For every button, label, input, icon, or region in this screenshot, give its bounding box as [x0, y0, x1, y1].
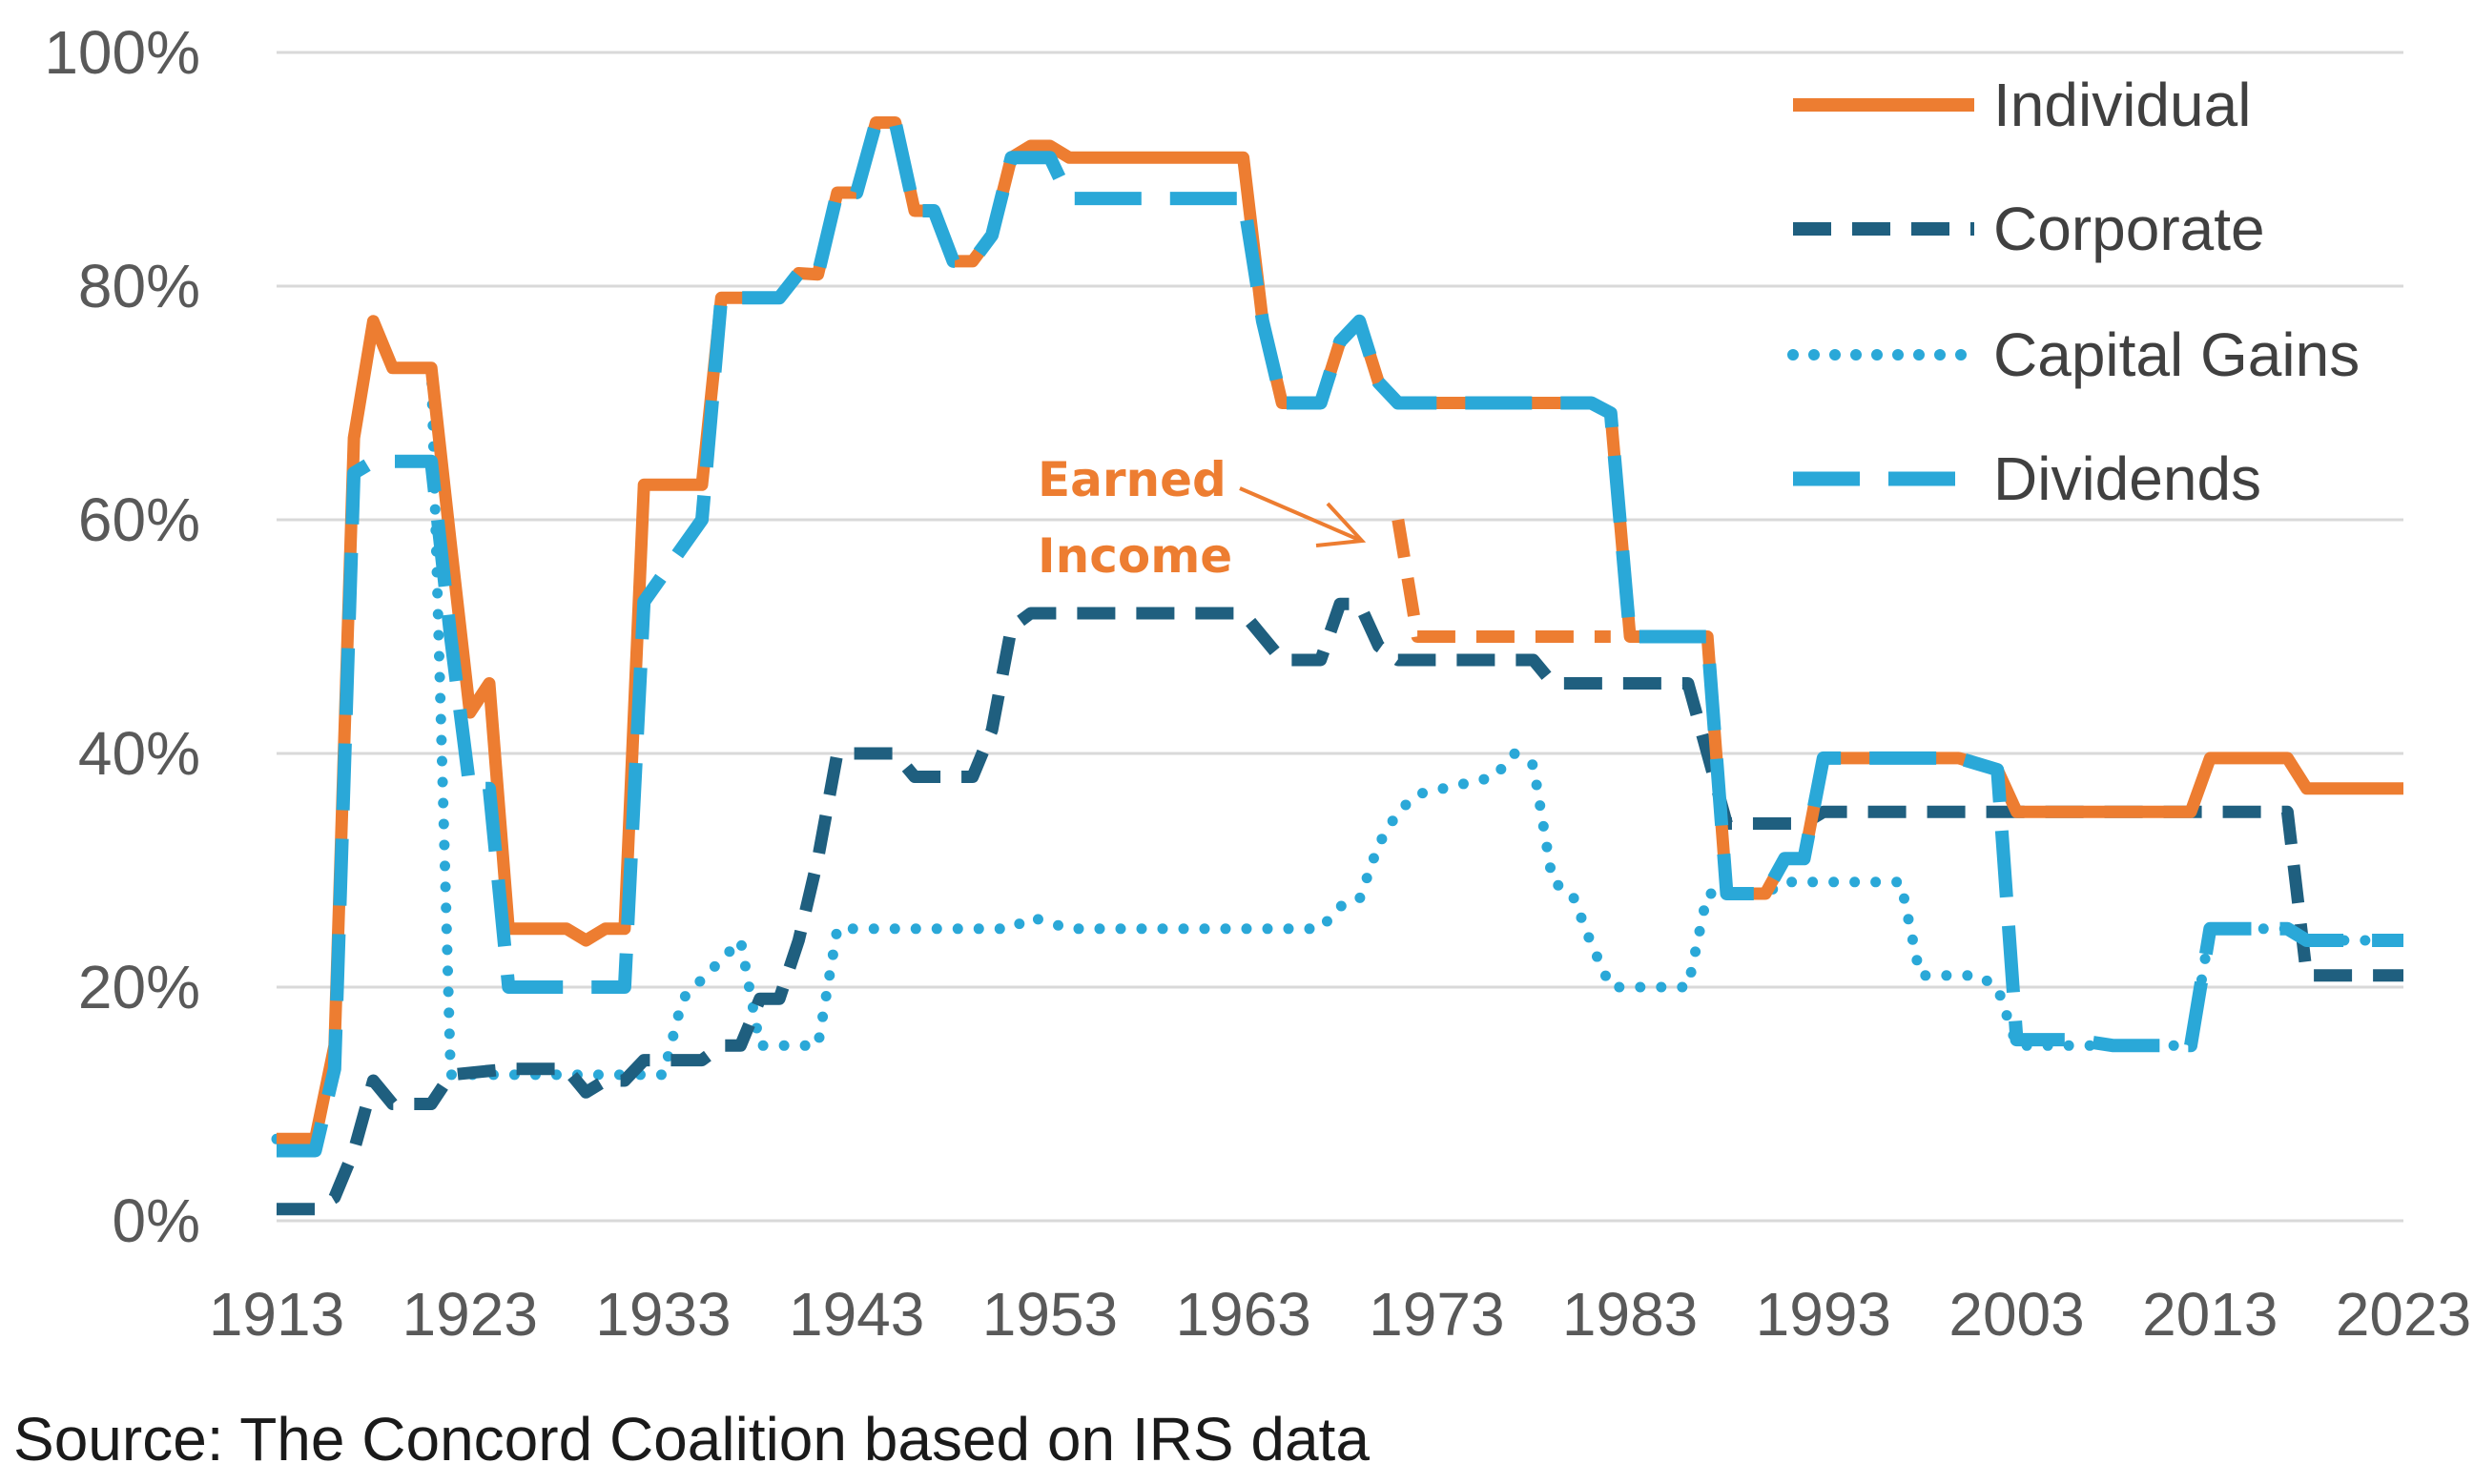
annotation-arrowhead: [1315, 502, 1367, 547]
series-earned-income: [1392, 518, 1611, 643]
y-tick-label: 20%: [78, 953, 200, 1021]
x-tick-label: 1973: [1369, 1280, 1504, 1349]
legend-label: Corporate: [1993, 195, 2265, 263]
legend: Individual Corporate Capital Gains Dividend…: [1787, 71, 2360, 513]
annotation-earned: Earned: [1038, 452, 1227, 507]
y-tick-label: 0%: [113, 1186, 201, 1255]
annotation-income: Income: [1038, 528, 1232, 584]
x-tick-label: 2013: [2142, 1280, 2278, 1349]
source-note: Source: The Concord Coalition based on I…: [13, 1405, 1370, 1474]
x-tick-label: 1953: [982, 1280, 1118, 1349]
annotation-arrow: [1239, 486, 1360, 542]
x-tick-label: 1923: [402, 1280, 538, 1349]
x-tick-label: 1993: [1756, 1280, 1891, 1349]
x-tick-label: 1913: [209, 1280, 344, 1349]
series-corporate: [277, 597, 2403, 1216]
legend-label: Individual: [1993, 71, 2251, 139]
x-tick-labels: 1913 1923 1933 1943 1953 1963 1973 1983 1993 2003…: [209, 1280, 2471, 1349]
y-tick-label: 60%: [78, 485, 200, 554]
x-tick-label: 2003: [1948, 1280, 2084, 1349]
y-tick-label: 100%: [44, 18, 200, 87]
series-capital-gains: [271, 316, 2409, 1144]
y-tick-label: 80%: [78, 252, 200, 320]
x-tick-label: 1983: [1562, 1280, 1698, 1349]
annotation: Earned Income: [1038, 452, 1367, 584]
legend-label: Capital Gains: [1993, 320, 2360, 389]
x-tick-label: 2023: [2336, 1280, 2471, 1349]
x-tick-label: 1943: [789, 1280, 924, 1349]
y-tick-label: 40%: [78, 719, 200, 788]
legend-label: Dividends: [1993, 444, 2261, 513]
y-tick-labels: 0% 20% 40% 60% 80% 100%: [44, 18, 200, 1255]
x-tick-label: 1933: [595, 1280, 731, 1349]
x-tick-label: 1963: [1175, 1280, 1310, 1349]
series-lines: [271, 115, 2409, 1216]
series-dividends: [277, 115, 2403, 1158]
